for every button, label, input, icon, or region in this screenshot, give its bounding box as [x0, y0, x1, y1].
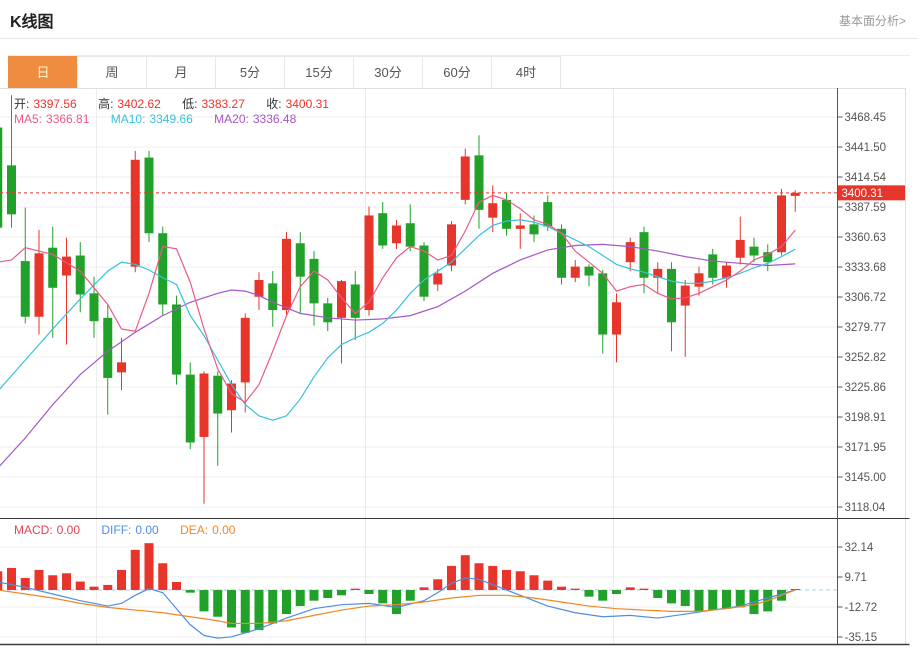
svg-text:3333.68: 3333.68 — [845, 262, 887, 274]
svg-text:3387.59: 3387.59 — [845, 202, 887, 214]
svg-text:3252.82: 3252.82 — [845, 352, 887, 364]
svg-text:3171.95: 3171.95 — [845, 442, 887, 454]
panel-header: K线图 基本面分析> — [10, 8, 910, 32]
svg-text:3441.50: 3441.50 — [845, 142, 887, 154]
header-divider — [0, 38, 918, 39]
svg-text:3198.91: 3198.91 — [845, 412, 887, 424]
fundamental-analysis-link[interactable]: 基本面分析> — [838, 14, 906, 28]
svg-text:-12.72: -12.72 — [845, 602, 878, 614]
dea-line — [0, 589, 796, 625]
candlestick-chart[interactable]: 3468.45 3441.50 3414.54 3387.59 3360.63 3333.… — [0, 88, 918, 649]
grid-layer — [0, 88, 838, 645]
svg-text:3400.31: 3400.31 — [842, 188, 884, 200]
diff-line — [0, 577, 796, 639]
chart-area[interactable]: 3468.45 3441.50 3414.54 3387.59 3360.63 3333.… — [0, 88, 918, 649]
svg-text:3306.72: 3306.72 — [845, 292, 887, 304]
svg-text:9.71: 9.71 — [845, 572, 867, 584]
macd-histogram — [0, 543, 800, 633]
ma5-line — [0, 194, 796, 404]
svg-text:3145.00: 3145.00 — [845, 472, 887, 484]
candles-layer — [0, 95, 800, 504]
tab-week[interactable]: 周 — [77, 56, 147, 89]
svg-text:-35.15: -35.15 — [845, 632, 878, 644]
ma10-line — [0, 219, 796, 421]
ma20-line — [0, 243, 796, 467]
page-title: K线图 — [10, 14, 54, 31]
panel-borders — [0, 88, 910, 646]
svg-text:3414.54: 3414.54 — [845, 172, 887, 184]
svg-text:3225.86: 3225.86 — [845, 382, 887, 394]
svg-text:3279.77: 3279.77 — [845, 322, 887, 334]
tab-day[interactable]: 日 — [8, 56, 78, 89]
tab-month[interactable]: 月 — [146, 56, 216, 89]
svg-text:3360.63: 3360.63 — [845, 232, 887, 244]
tab-60min[interactable]: 60分 — [422, 56, 492, 89]
tab-30min[interactable]: 30分 — [353, 56, 423, 89]
tab-15min[interactable]: 15分 — [284, 56, 354, 89]
tab-5min[interactable]: 5分 — [215, 56, 285, 89]
timeframe-tabbar: 日 周 月 5分 15分 30分 60分 4时 — [8, 55, 910, 89]
svg-text:3118.04: 3118.04 — [845, 502, 886, 514]
tab-4hour[interactable]: 4时 — [491, 56, 561, 89]
last-price-label: 3400.31 — [838, 185, 905, 201]
svg-text:3468.45: 3468.45 — [845, 112, 887, 124]
svg-text:32.14: 32.14 — [845, 542, 874, 554]
axis-labels: 3468.45 3441.50 3414.54 3387.59 3360.63 3333.… — [837, 112, 887, 644]
